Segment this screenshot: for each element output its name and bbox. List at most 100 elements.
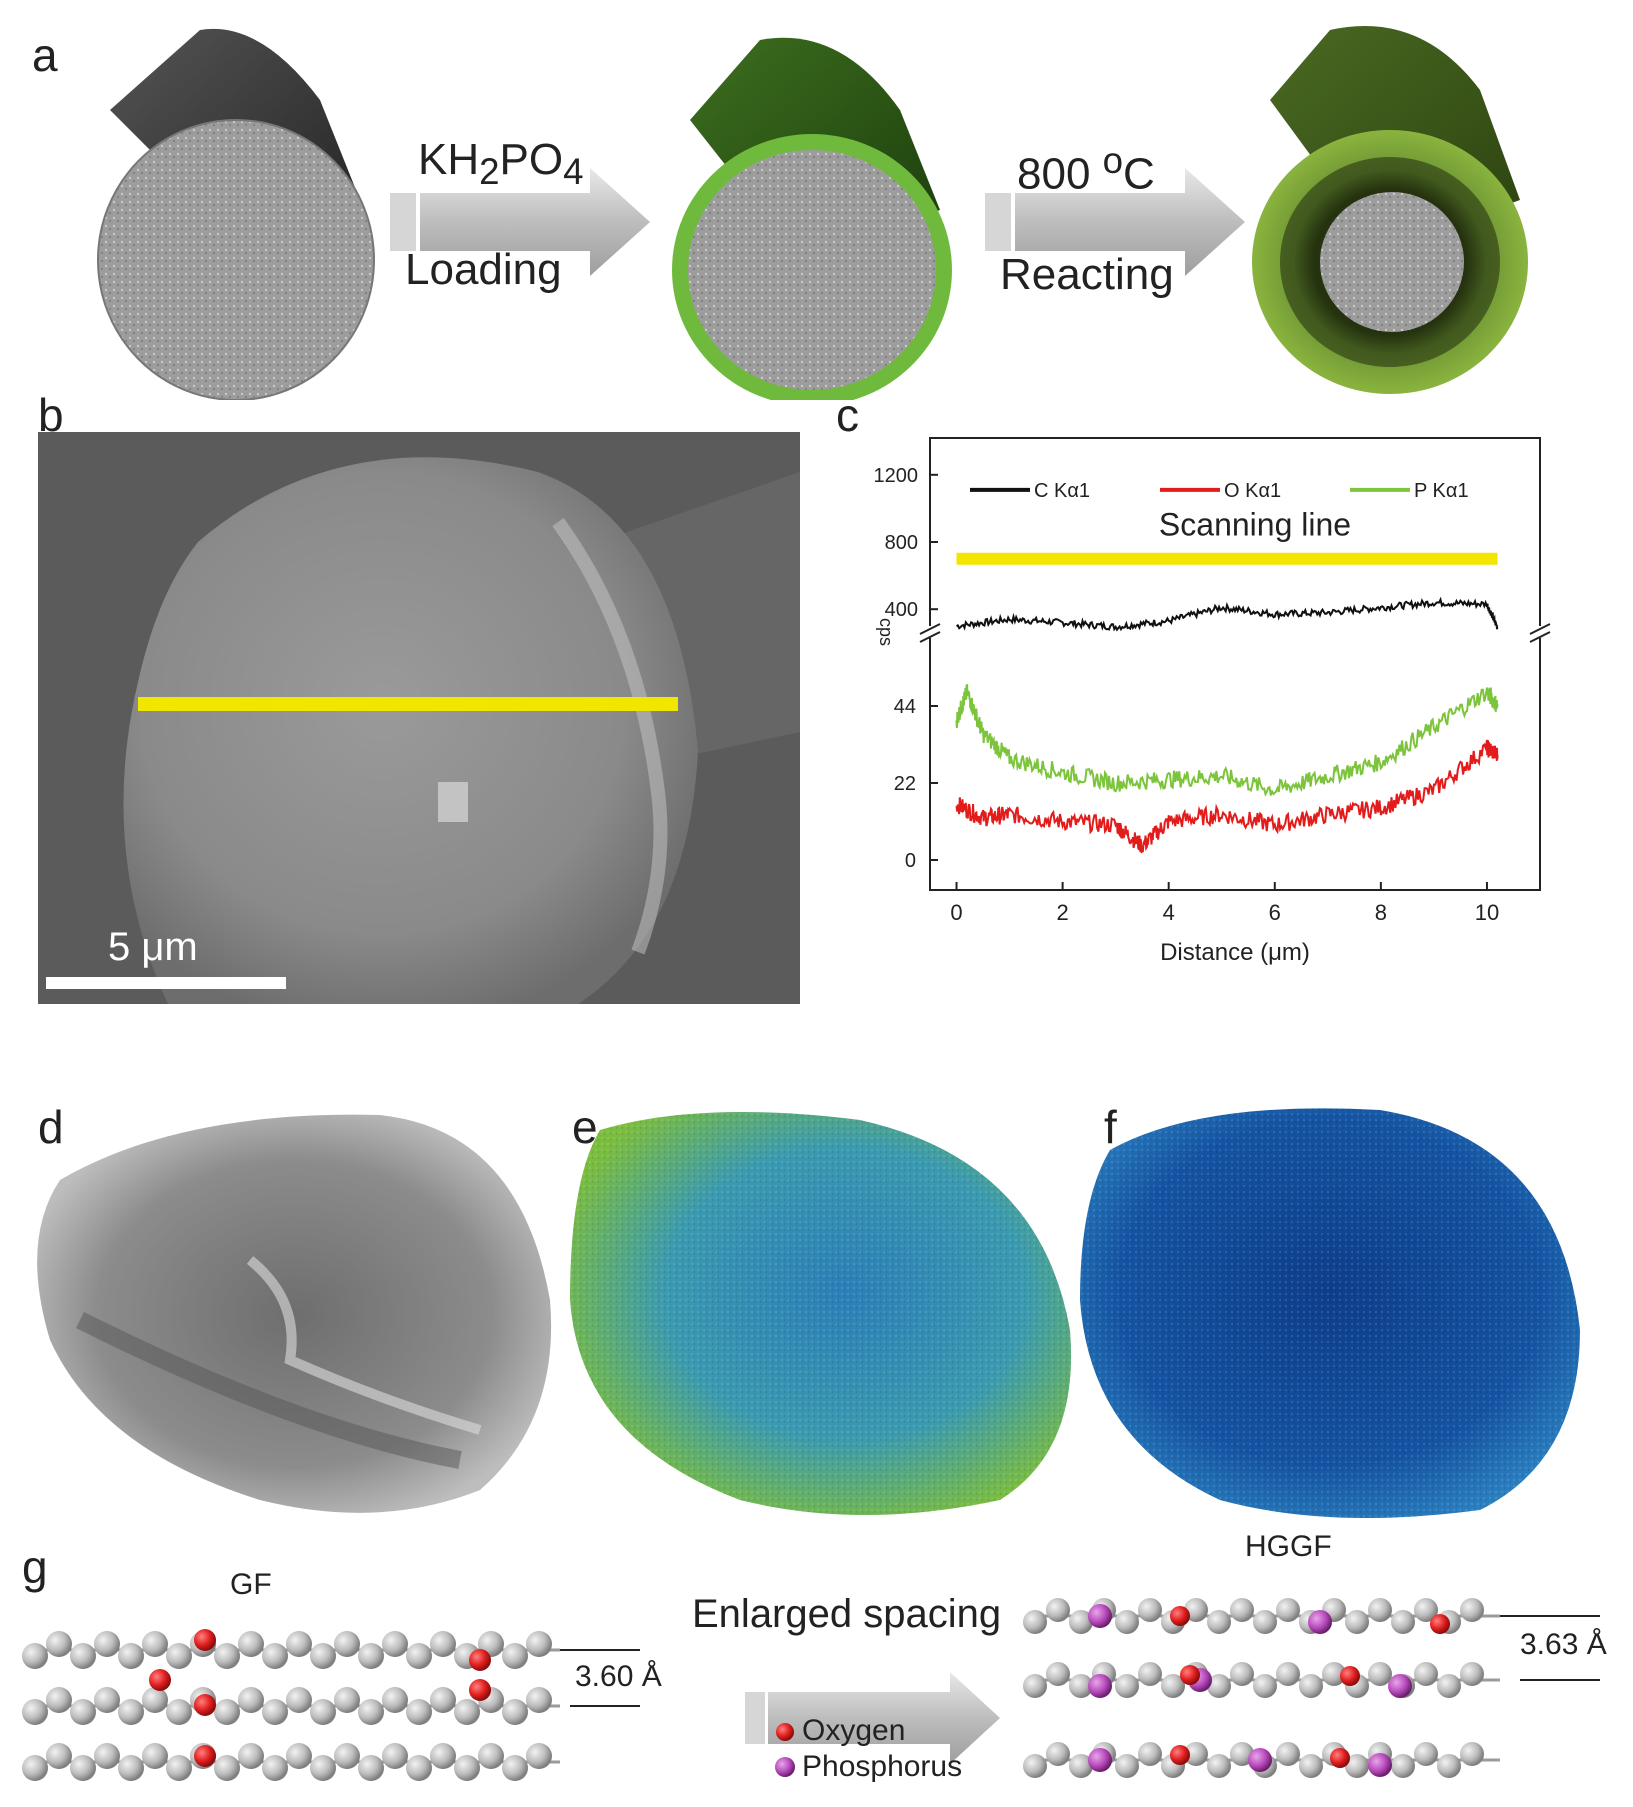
phosphorus-atom bbox=[1088, 1748, 1112, 1772]
panels-d-e-f bbox=[37, 1108, 1580, 1518]
sem-image-oval bbox=[37, 1114, 552, 1513]
cylinder-loaded-fibre bbox=[672, 37, 952, 400]
oxygen-atom bbox=[469, 1679, 491, 1701]
carbon-atom bbox=[70, 1699, 96, 1725]
y-tick-label: 0 bbox=[905, 850, 916, 872]
carbon-atom bbox=[118, 1699, 144, 1725]
phosphorus-legend-swatch bbox=[775, 1757, 795, 1777]
carbon-atom bbox=[334, 1631, 360, 1657]
carbon-atom bbox=[238, 1687, 264, 1713]
carbon-atom bbox=[1207, 1674, 1231, 1698]
axis-break-mark bbox=[1529, 623, 1551, 635]
oxygen-atom bbox=[1170, 1606, 1190, 1626]
carbon-atom bbox=[1368, 1598, 1392, 1622]
left-spacing-bracket bbox=[560, 1649, 640, 1707]
carbon-atom bbox=[358, 1755, 384, 1781]
carbon-atom bbox=[1299, 1674, 1323, 1698]
reacting-label: Reacting bbox=[1000, 250, 1174, 299]
right-spacing-bracket bbox=[1500, 1615, 1600, 1681]
carbon-atom bbox=[1184, 1742, 1208, 1766]
phosphorus-atom bbox=[1308, 1610, 1332, 1634]
carbon-atom bbox=[1138, 1662, 1162, 1686]
oxygen-atom bbox=[194, 1745, 216, 1767]
carbon-atom bbox=[430, 1687, 456, 1713]
oxygen-atom bbox=[1330, 1748, 1350, 1768]
carbon-atom bbox=[502, 1755, 528, 1781]
carbon-atom bbox=[1460, 1742, 1484, 1766]
phosphorus-legend-label: Phosphorus bbox=[802, 1750, 963, 1783]
eds-line-scan-chart: 0 2 4 6 8 10 400 800 1200 0 22 44 Distance (μm) cps Sc… bbox=[874, 437, 1551, 966]
carbon-atom bbox=[1437, 1674, 1461, 1698]
carbon-atom bbox=[382, 1687, 408, 1713]
carbon-atom bbox=[526, 1631, 552, 1657]
carbon-atom bbox=[262, 1643, 288, 1669]
carbon-atom bbox=[1322, 1662, 1346, 1686]
carbon-atom bbox=[70, 1755, 96, 1781]
legend-label: P Kα1 bbox=[1414, 480, 1469, 502]
y-tick-label: 22 bbox=[894, 773, 916, 795]
phosphorus-atom bbox=[1088, 1674, 1112, 1698]
carbon-atom bbox=[1276, 1662, 1300, 1686]
carbon-atom bbox=[358, 1699, 384, 1725]
carbon-atom bbox=[310, 1755, 336, 1781]
panel-label-g: g bbox=[22, 1541, 48, 1593]
carbon-atom bbox=[1115, 1674, 1139, 1698]
carbon-atom bbox=[118, 1643, 144, 1669]
carbon-atom bbox=[1046, 1598, 1070, 1622]
phosphorus-atom bbox=[1368, 1753, 1392, 1777]
scale-bar-label: 5 μm bbox=[108, 925, 198, 969]
oxygen-atom bbox=[1180, 1665, 1200, 1685]
carbon-atom bbox=[1460, 1662, 1484, 1686]
carbon-atom bbox=[526, 1743, 552, 1769]
carbon-atom bbox=[46, 1687, 72, 1713]
carbon-atom bbox=[166, 1755, 192, 1781]
carbon-atom bbox=[502, 1699, 528, 1725]
carbon-atom bbox=[286, 1687, 312, 1713]
panel-a-scheme bbox=[97, 26, 1528, 400]
phosphorus-atom bbox=[1248, 1748, 1272, 1772]
carbon-atom bbox=[1299, 1754, 1323, 1778]
carbon-atom bbox=[430, 1743, 456, 1769]
carbon-atom bbox=[334, 1687, 360, 1713]
x-tick-label: 8 bbox=[1375, 900, 1387, 925]
y-tick-label: 800 bbox=[885, 532, 918, 554]
carbon-atom bbox=[1046, 1742, 1070, 1766]
carbon-atom bbox=[406, 1643, 432, 1669]
oxygen-atom bbox=[469, 1649, 491, 1671]
carbon-atom bbox=[94, 1631, 120, 1657]
oxygen-atom bbox=[1340, 1666, 1360, 1686]
arrow-enlarged-spacing bbox=[745, 1672, 1000, 1764]
carbon-atom bbox=[478, 1743, 504, 1769]
carbon-atom bbox=[238, 1631, 264, 1657]
hggf-label: HGGF bbox=[1245, 1530, 1332, 1563]
oxygen-atom bbox=[149, 1669, 171, 1691]
carbon-atom bbox=[22, 1699, 48, 1725]
carbon-atom bbox=[214, 1699, 240, 1725]
carbon-atom bbox=[1414, 1742, 1438, 1766]
carbon-atom bbox=[286, 1631, 312, 1657]
scale-bar bbox=[46, 977, 286, 989]
left-spacing-value: 3.60 Å bbox=[575, 1660, 662, 1693]
carbon-atom bbox=[166, 1699, 192, 1725]
carbon-atom bbox=[118, 1755, 144, 1781]
carbon-atom bbox=[262, 1699, 288, 1725]
arrow-reacting bbox=[985, 168, 1245, 276]
carbon-atom bbox=[1345, 1610, 1369, 1634]
carbon-atom bbox=[1161, 1674, 1185, 1698]
series-line bbox=[955, 684, 1499, 797]
loading-reagent-label: KH2PO4 bbox=[418, 135, 584, 192]
carbon-atom bbox=[46, 1631, 72, 1657]
x-axis-label: Distance (μm) bbox=[1160, 939, 1310, 966]
carbon-atom bbox=[1207, 1610, 1231, 1634]
arrow-loading bbox=[390, 168, 650, 276]
carbon-atom bbox=[1230, 1598, 1254, 1622]
carbon-atom bbox=[1138, 1742, 1162, 1766]
phosphorus-atom bbox=[1388, 1674, 1412, 1698]
carbon-atom bbox=[94, 1687, 120, 1713]
panel-label-f: f bbox=[1104, 1101, 1117, 1153]
carbon-atom bbox=[1391, 1610, 1415, 1634]
y-tick-label: 400 bbox=[885, 599, 918, 621]
carbon-atom bbox=[1253, 1674, 1277, 1698]
carbon-atom bbox=[1115, 1610, 1139, 1634]
carbon-atom bbox=[1437, 1754, 1461, 1778]
